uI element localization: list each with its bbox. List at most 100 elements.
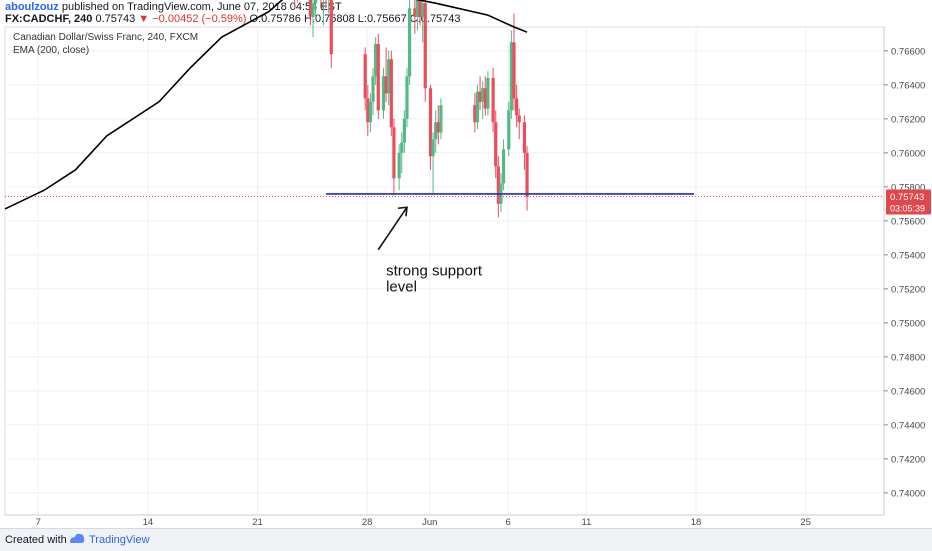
price-tag-countdown: 03:05:39: [890, 204, 925, 214]
candle: [494, 110, 498, 179]
axes: 0.76600 0.76400 0.76200 0.76000 0.75800 0.756…: [5, 27, 931, 528]
candle-body: [491, 78, 495, 123]
tradingview-logo-icon[interactable]: [68, 532, 86, 549]
y-tick-label: 0.76600: [891, 46, 925, 57]
down-arrow-icon: ▼: [138, 13, 150, 25]
candle-body: [475, 91, 480, 123]
candle-body: [418, 0, 422, 17]
candle: [434, 110, 438, 153]
annotation-text-line1: strong support: [386, 262, 483, 279]
last-price: 0.75743: [95, 13, 136, 25]
candle: [428, 84, 433, 170]
candle-body: [381, 76, 386, 111]
candle: [431, 132, 435, 196]
candle: [376, 33, 380, 119]
tradingview-brand-link[interactable]: TradingView: [89, 534, 150, 546]
candle: [328, 0, 330, 14]
candle: [371, 67, 375, 116]
candle-body: [397, 152, 401, 179]
candle-body: [525, 152, 529, 198]
ohlc-low: L:0.75667: [357, 13, 407, 25]
y-tick-label: 0.76400: [891, 80, 925, 91]
candle: [509, 30, 513, 119]
candle-body: [486, 78, 490, 109]
candle: [325, 0, 327, 9]
candle-body: [308, 0, 312, 17]
x-tick-label: 25: [800, 517, 811, 528]
candle-body: [517, 115, 521, 123]
candle: [483, 76, 487, 116]
candle: [387, 50, 391, 106]
candle: [522, 115, 527, 170]
candle: [311, 0, 315, 38]
candle-body: [439, 105, 443, 133]
candle-body: [314, 0, 318, 4]
candle-body: [384, 76, 388, 94]
x-tick-label: 6: [505, 517, 510, 528]
candle-body: [311, 3, 315, 17]
candle-body: [431, 139, 435, 157]
candle: [320, 0, 322, 9]
candle-body: [428, 88, 433, 157]
y-tick-label: 0.74400: [891, 420, 925, 431]
annotation-text-line2: level: [386, 278, 417, 295]
x-tick-label: Jun: [422, 517, 437, 528]
candle: [368, 93, 373, 133]
candle-body: [363, 54, 367, 99]
price-change: −0.00452 (−0.59%): [152, 13, 247, 25]
candle: [418, 0, 422, 26]
candle-body: [392, 127, 396, 179]
candle: [405, 67, 409, 128]
candle: [481, 81, 485, 119]
candle: [478, 76, 482, 111]
candle: [413, 0, 417, 34]
y-tick-label: 0.74000: [891, 488, 925, 499]
y-tick-label: 0.76000: [891, 148, 925, 159]
candle-body: [387, 59, 391, 94]
candle-body: [496, 166, 500, 204]
candles: [294, 0, 529, 218]
ema-line[interactable]: [4, 0, 528, 210]
y-tick-label: 0.75000: [891, 318, 925, 329]
author-name[interactable]: aboulzouz: [5, 1, 59, 13]
candle: [512, 13, 516, 111]
candle-body: [400, 142, 404, 153]
candle-body: [494, 122, 498, 167]
x-tick-label: 14: [143, 517, 154, 528]
candle: [507, 101, 511, 157]
candle-body: [402, 118, 406, 143]
x-tick-label: 11: [581, 517, 591, 528]
grid: [4, 26, 885, 516]
candle-body: [522, 122, 527, 153]
candle-body: [389, 59, 393, 128]
indicator-label[interactable]: EMA (200, close): [13, 45, 90, 56]
annotation-arrow-icon: [397, 206, 408, 217]
plot-background: [4, 26, 885, 516]
candle-body: [481, 88, 485, 102]
y-tick-label: 0.76200: [891, 114, 925, 125]
x-tick-label: 7: [36, 517, 41, 528]
candle: [374, 37, 378, 85]
candle: [329, 0, 333, 68]
candle-body: [366, 98, 370, 123]
candle: [402, 110, 406, 153]
x-tick-label: 21: [252, 517, 263, 528]
candle-body: [507, 110, 511, 150]
candle-body: [501, 149, 506, 184]
candle: [439, 98, 443, 140]
candle-body: [483, 88, 487, 109]
candle: [366, 84, 370, 136]
y-tick-label: 0.75600: [891, 216, 925, 227]
chart-area[interactable]: strong support level 0.76600 0.76400 0.7620…: [0, 0, 932, 533]
symbol-label: FX:CADCHF, 240: [5, 13, 93, 25]
candle-body: [509, 42, 513, 111]
candle: [423, 0, 427, 102]
y-tick-label: 0.75800: [891, 182, 925, 193]
candle-body: [515, 98, 519, 116]
candle-body: [371, 76, 375, 102]
candle-body: [512, 42, 516, 99]
price-tag-box: [886, 189, 931, 215]
